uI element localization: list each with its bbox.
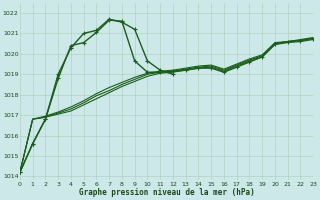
X-axis label: Graphe pression niveau de la mer (hPa): Graphe pression niveau de la mer (hPa) (79, 188, 254, 197)
